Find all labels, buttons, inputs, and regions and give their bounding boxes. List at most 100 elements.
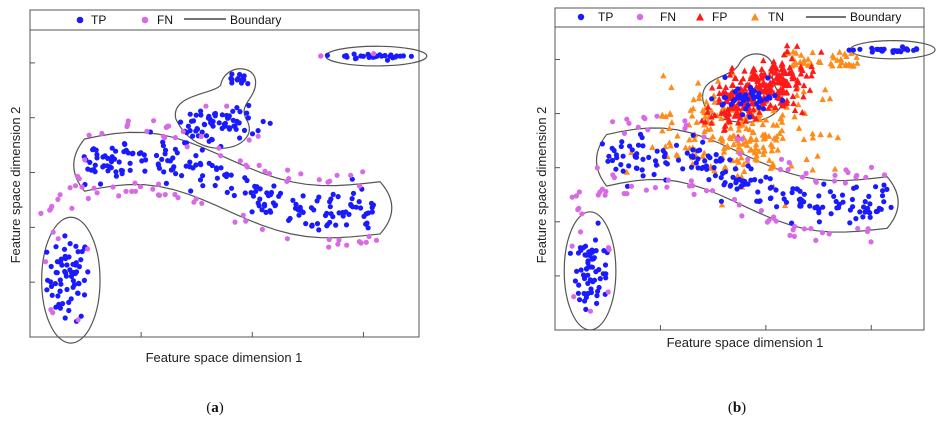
fn-point bbox=[610, 119, 616, 125]
tp-point bbox=[618, 143, 624, 150]
tp-point bbox=[85, 269, 91, 275]
fn-point bbox=[110, 184, 116, 190]
tp-point bbox=[64, 262, 70, 268]
tn-point bbox=[795, 124, 803, 131]
tp-point bbox=[768, 184, 775, 190]
fp-point bbox=[758, 65, 765, 72]
tp-point bbox=[79, 248, 85, 255]
tn-point bbox=[829, 52, 836, 59]
fp-point bbox=[770, 64, 778, 71]
tn-point bbox=[769, 160, 777, 167]
tp-point bbox=[212, 182, 218, 189]
fn-point bbox=[155, 192, 161, 198]
tp-point bbox=[237, 71, 243, 78]
tp-point bbox=[851, 185, 857, 191]
tn-point bbox=[682, 144, 689, 151]
tp-point bbox=[772, 93, 778, 99]
fn-point bbox=[643, 187, 650, 193]
tp-point bbox=[706, 177, 712, 183]
fn-point bbox=[76, 176, 82, 182]
tp-point bbox=[695, 148, 701, 154]
tn-point bbox=[760, 143, 767, 150]
tp-point bbox=[210, 118, 216, 125]
fp-point bbox=[780, 51, 788, 58]
fp-point bbox=[750, 75, 757, 82]
fn-point bbox=[57, 192, 63, 198]
tp-point bbox=[812, 205, 818, 211]
fn-point bbox=[218, 153, 224, 159]
tn-point bbox=[735, 139, 743, 146]
tp-point bbox=[881, 182, 887, 188]
tp-point bbox=[121, 149, 127, 155]
fn-point bbox=[132, 180, 138, 186]
tp-point bbox=[878, 206, 884, 212]
fn-point bbox=[855, 225, 861, 232]
tp-point bbox=[349, 196, 355, 202]
tn-point bbox=[747, 146, 754, 153]
legend-b-boundary-label: Boundary bbox=[850, 10, 901, 24]
tp-point bbox=[127, 167, 133, 173]
fn-point bbox=[82, 157, 88, 163]
fn-point bbox=[243, 218, 249, 224]
fp-point bbox=[767, 81, 774, 88]
tp-point bbox=[62, 233, 68, 239]
fn-point bbox=[256, 162, 262, 168]
fn-point bbox=[688, 178, 695, 184]
tp-point bbox=[388, 52, 394, 58]
tp-point bbox=[361, 213, 367, 219]
tn-point bbox=[770, 163, 777, 170]
tp-point bbox=[881, 46, 887, 52]
tn-point bbox=[660, 72, 667, 79]
panel-b-plot-frame bbox=[554, 7, 925, 331]
fn-point bbox=[184, 144, 190, 150]
tp-point bbox=[44, 287, 50, 293]
tn-point bbox=[814, 152, 821, 159]
tp-point bbox=[249, 209, 255, 215]
tp-point bbox=[290, 197, 296, 203]
fp-point bbox=[720, 89, 727, 96]
tp-point bbox=[162, 147, 169, 153]
tn-point bbox=[696, 91, 704, 98]
tp-point bbox=[620, 153, 626, 159]
fn-point bbox=[603, 188, 609, 195]
tn-point bbox=[769, 142, 776, 149]
tp-point bbox=[203, 133, 210, 139]
fp-point bbox=[803, 72, 810, 79]
tp-point bbox=[693, 160, 699, 166]
tp-point bbox=[899, 44, 906, 50]
fp-point bbox=[790, 100, 797, 107]
fn-point bbox=[240, 212, 246, 218]
tp-point bbox=[343, 209, 349, 215]
tp-point bbox=[704, 166, 710, 172]
tp-point bbox=[48, 263, 54, 270]
tp-point bbox=[75, 249, 81, 255]
tn-point bbox=[761, 147, 768, 154]
tp-point bbox=[780, 191, 786, 197]
tp-point bbox=[904, 46, 910, 52]
tp-point bbox=[53, 269, 59, 276]
fn-point bbox=[123, 188, 129, 194]
legend-b-fn-label: FN bbox=[660, 10, 676, 24]
fn-point bbox=[224, 103, 230, 109]
tn-point bbox=[779, 111, 786, 118]
fn-point bbox=[373, 237, 380, 243]
fn-point bbox=[832, 172, 838, 178]
tn-point bbox=[826, 131, 833, 138]
tp-point bbox=[774, 204, 780, 210]
fn-point bbox=[701, 134, 707, 140]
tp-point bbox=[365, 210, 371, 216]
fp-point bbox=[750, 106, 757, 113]
tn-point bbox=[788, 162, 795, 169]
tp-point bbox=[663, 160, 669, 166]
tp-point bbox=[408, 53, 414, 59]
tn-point bbox=[746, 137, 753, 144]
tp-point bbox=[193, 162, 199, 168]
fn-point bbox=[164, 123, 171, 129]
tp-point bbox=[256, 203, 262, 209]
tp-point bbox=[165, 158, 171, 164]
tp-point bbox=[363, 221, 369, 227]
fp-point bbox=[780, 88, 787, 95]
tp-point bbox=[866, 193, 872, 199]
tn-point bbox=[704, 126, 711, 133]
tn-point bbox=[797, 51, 805, 58]
